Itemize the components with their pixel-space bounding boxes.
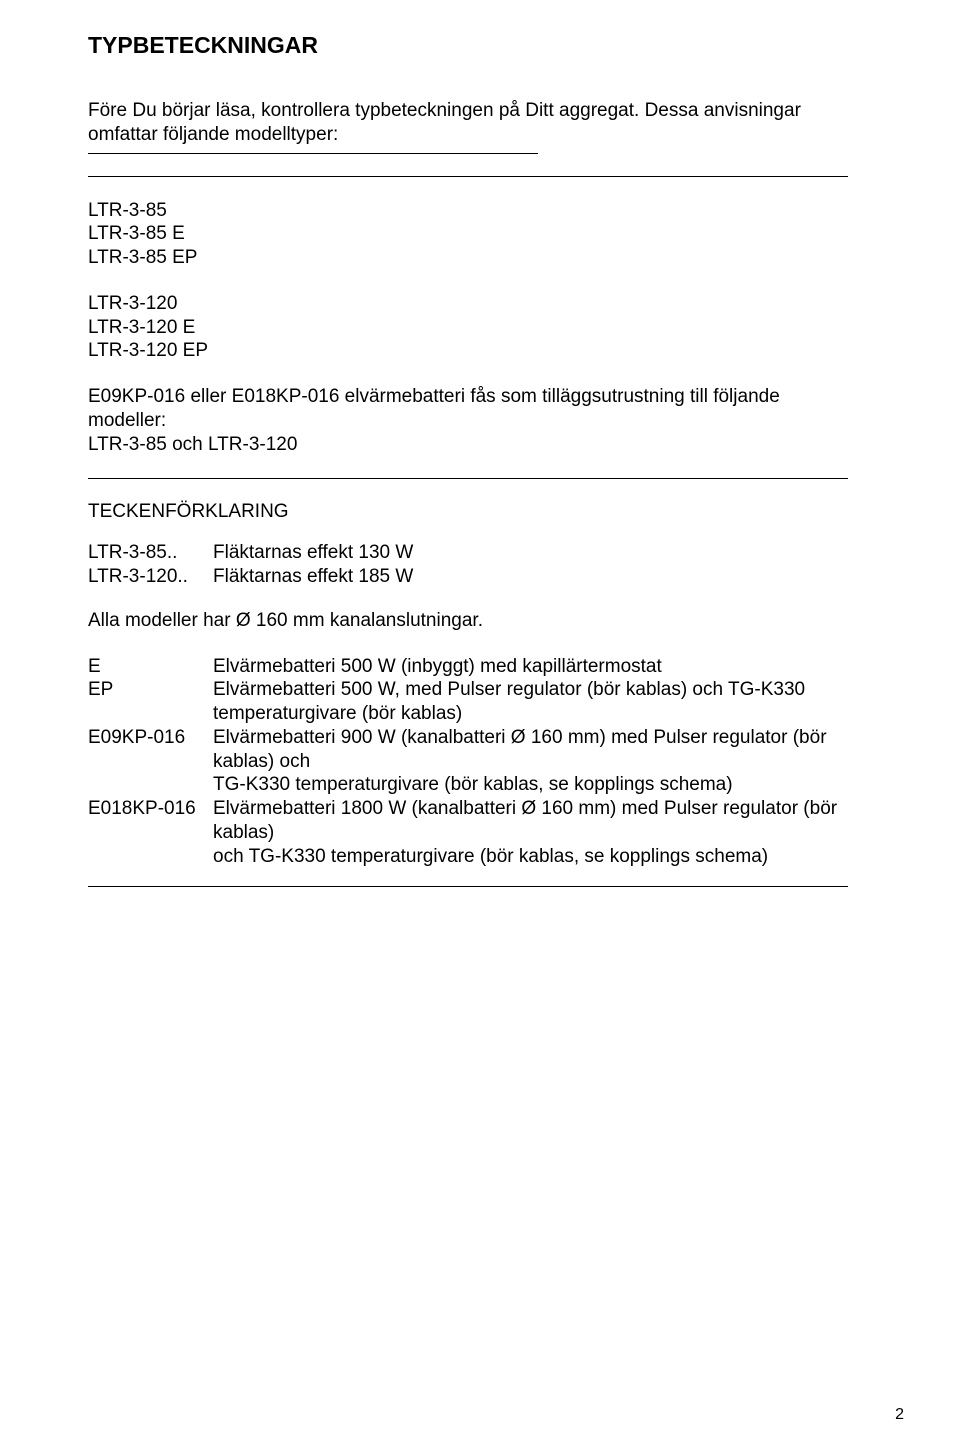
- heater-def-row: E018KP-016 Elvärmebatteri 1800 W (kanalb…: [88, 797, 872, 868]
- fan-def-val: Fläktarnas effekt 185 W: [213, 565, 872, 589]
- hr-partial-1: [88, 153, 538, 154]
- accessory-line-3: LTR-3-85 och LTR-3-120: [88, 434, 297, 455]
- heater-def-key: E09KP-016: [88, 726, 213, 797]
- hr-2: [88, 478, 848, 479]
- heater-def-line: Elvärmebatteri 1800 W (kanalbatteri Ø 16…: [213, 798, 837, 843]
- heater-def-row: EP Elvärmebatteri 500 W, med Pulser regu…: [88, 678, 872, 726]
- heater-def-line: Elvärmebatteri 500 W (inbyggt) med kapil…: [213, 656, 662, 677]
- accessory-line-1: E09KP-016 eller E018KP-016 elvärmebatter…: [88, 386, 780, 407]
- fan-def-key: LTR-3-120..: [88, 565, 213, 589]
- model-item: LTR-3-120: [88, 292, 872, 316]
- intro-paragraph: Före Du börjar läsa, kontrollera typbete…: [88, 99, 872, 154]
- heater-def-key: E018KP-016: [88, 797, 213, 868]
- heater-def-line: temperaturgivare (bör kablas): [213, 703, 462, 724]
- fan-defs: LTR-3-85.. Fläktarnas effekt 130 W LTR-3…: [88, 541, 872, 589]
- heater-def-key: E: [88, 655, 213, 679]
- heater-def-row: E Elvärmebatteri 500 W (inbyggt) med kap…: [88, 655, 872, 679]
- heater-def-val: Elvärmebatteri 1800 W (kanalbatteri Ø 16…: [213, 797, 872, 868]
- hr-1: [88, 176, 848, 177]
- heater-def-line: Elvärmebatteri 500 W, med Pulser regulat…: [213, 679, 805, 700]
- model-group-2: LTR-3-120 LTR-3-120 E LTR-3-120 EP: [88, 292, 872, 363]
- fan-def-val: Fläktarnas effekt 130 W: [213, 541, 872, 565]
- intro-line-1: Före Du börjar läsa, kontrollera typbete…: [88, 100, 801, 121]
- intro-line-2: omfattar följande modelltyper:: [88, 124, 338, 145]
- all-models-note: Alla modeller har Ø 160 mm kanalanslutni…: [88, 609, 872, 633]
- fan-def-row: LTR-3-120.. Fläktarnas effekt 185 W: [88, 565, 872, 589]
- fan-def-key: LTR-3-85..: [88, 541, 213, 565]
- model-item: LTR-3-120 E: [88, 316, 872, 340]
- accessory-paragraph: E09KP-016 eller E018KP-016 elvärmebatter…: [88, 385, 872, 456]
- heater-defs: E Elvärmebatteri 500 W (inbyggt) med kap…: [88, 655, 872, 869]
- legend-heading: TECKENFÖRKLARING: [88, 501, 872, 523]
- model-item: LTR-3-85: [88, 199, 872, 223]
- model-item: LTR-3-85 EP: [88, 246, 872, 270]
- fan-def-row: LTR-3-85.. Fläktarnas effekt 130 W: [88, 541, 872, 565]
- heater-def-val: Elvärmebatteri 500 W, med Pulser regulat…: [213, 678, 872, 726]
- model-item: LTR-3-120 EP: [88, 339, 872, 363]
- hr-3: [88, 886, 848, 887]
- model-group-1: LTR-3-85 LTR-3-85 E LTR-3-85 EP: [88, 199, 872, 270]
- heater-def-row: E09KP-016 Elvärmebatteri 900 W (kanalbat…: [88, 726, 872, 797]
- accessory-line-2: modeller:: [88, 410, 166, 431]
- heater-def-key: EP: [88, 678, 213, 726]
- heater-def-line: TG-K330 temperaturgivare (bör kablas, se…: [213, 774, 733, 795]
- page-title: TYPBETECKNINGAR: [88, 32, 872, 59]
- model-item: LTR-3-85 E: [88, 222, 872, 246]
- heater-def-line: Elvärmebatteri 900 W (kanalbatteri Ø 160…: [213, 727, 827, 772]
- page: TYPBETECKNINGAR Före Du börjar läsa, kon…: [0, 0, 960, 1448]
- heater-def-val: Elvärmebatteri 500 W (inbyggt) med kapil…: [213, 655, 872, 679]
- heater-def-val: Elvärmebatteri 900 W (kanalbatteri Ø 160…: [213, 726, 872, 797]
- heater-def-line: och TG-K330 temperaturgivare (bör kablas…: [213, 846, 768, 867]
- page-number: 2: [895, 1406, 904, 1424]
